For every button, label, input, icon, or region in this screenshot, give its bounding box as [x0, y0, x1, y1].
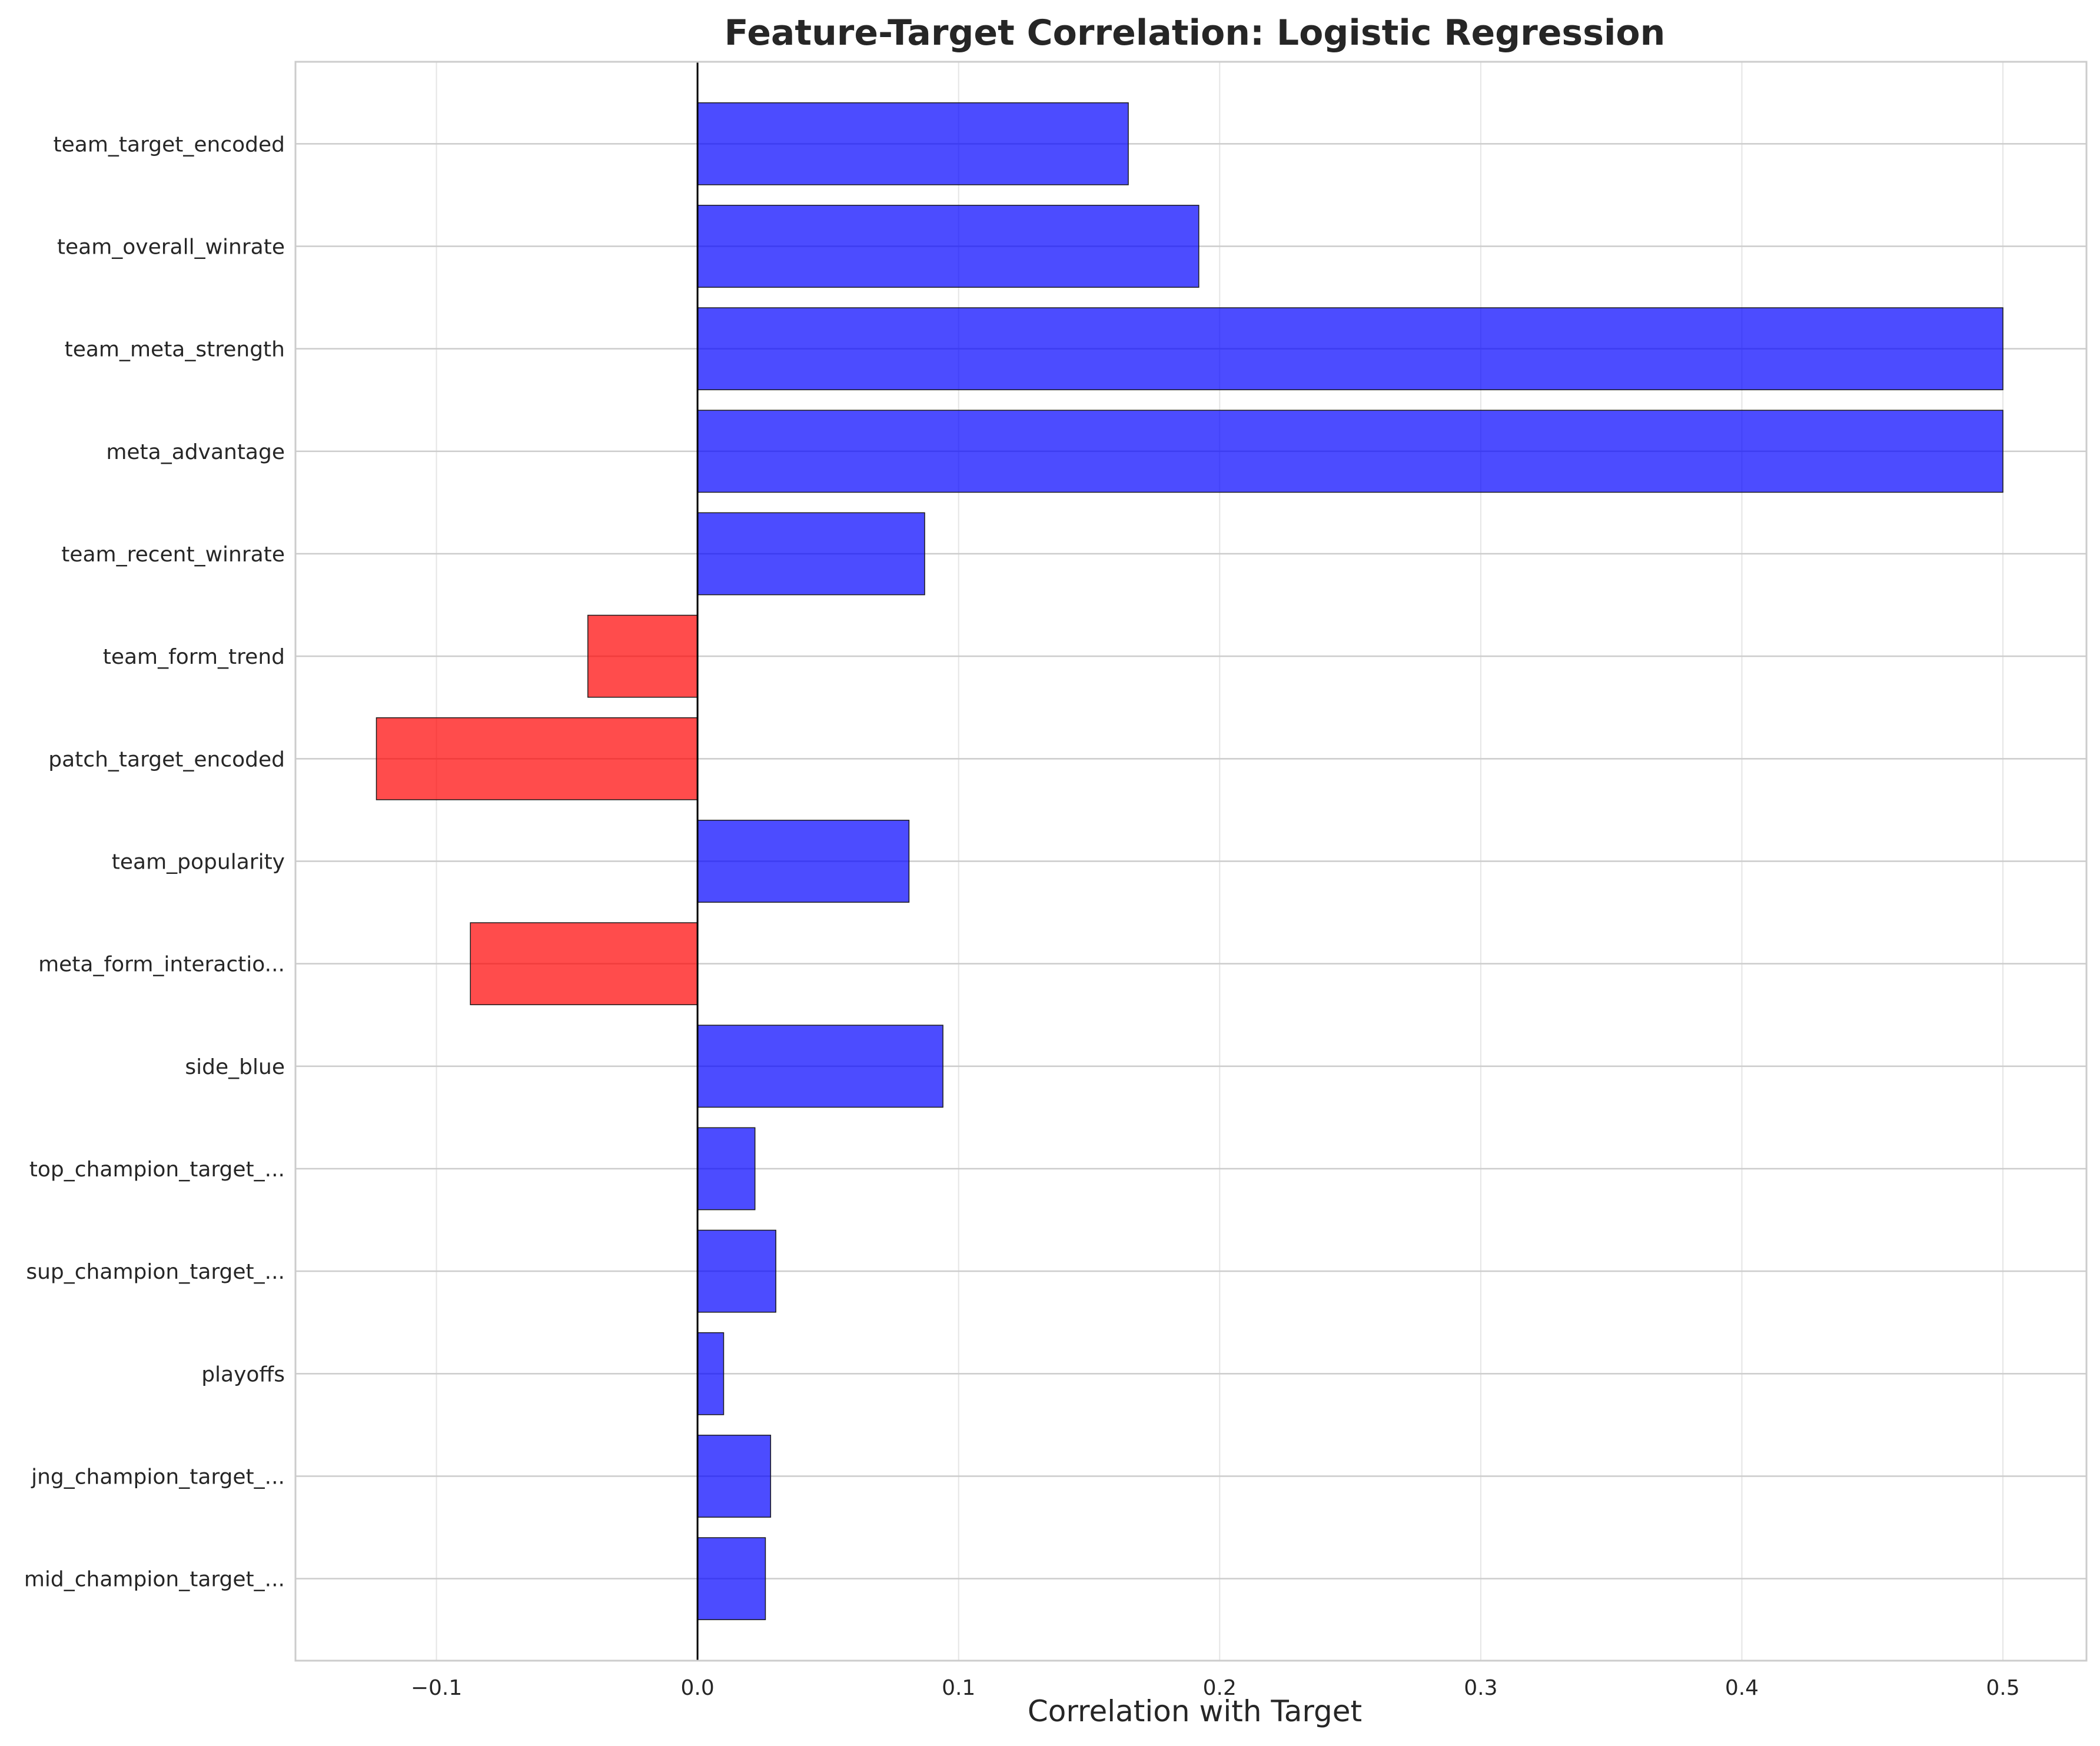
y-tick-label: meta_form_interactio...: [38, 953, 285, 977]
bar-0: [697, 102, 1129, 185]
bar-5: [587, 614, 698, 698]
y-tick-label: team_overall_winrate: [57, 235, 285, 260]
y-tick-label: team_recent_winrate: [61, 543, 285, 567]
bar-1: [697, 205, 1199, 288]
y-tick-label: jng_champion_target_...: [31, 1465, 285, 1489]
bar-10: [697, 1127, 756, 1210]
y-tick-label: playoffs: [201, 1362, 285, 1386]
chart-title: Feature-Target Correlation: Logistic Reg…: [725, 12, 1666, 54]
y-tick-label: side_blue: [185, 1055, 285, 1079]
bar-8: [470, 922, 698, 1006]
x-axis-label: Correlation with Target: [1028, 1694, 1362, 1728]
y-tick-labels: team_target_encoded team_overall_winratet…: [24, 132, 285, 1591]
y-tick-label: sup_champion_target_...: [26, 1260, 285, 1284]
x-tick-label: 0.5: [1986, 1676, 2019, 1700]
x-tick-labels: −0.1 0.0 0.1 0.2 0.3 0.4 0.5: [411, 1676, 2020, 1700]
bar-9: [697, 1025, 943, 1108]
y-tick-label: team_form_trend: [103, 645, 285, 669]
y-tick-label: team_meta_strength: [65, 338, 285, 362]
bars: [376, 102, 2003, 1621]
bar-2: [697, 307, 2003, 391]
x-tick-label: 0.4: [1725, 1676, 1759, 1700]
x-tick-label: 0.0: [680, 1676, 714, 1700]
x-tick-label: −0.1: [411, 1676, 462, 1700]
bar-7: [697, 820, 910, 903]
bar-4: [697, 512, 925, 596]
y-tick-label: team_target_encoded: [54, 132, 285, 157]
bar-11: [697, 1229, 776, 1313]
y-gridlines: [295, 143, 2086, 1579]
bar-12: [697, 1332, 725, 1415]
plot-frame: [294, 61, 2088, 1662]
x-tick-label: 0.2: [1203, 1676, 1237, 1700]
bar-13: [697, 1435, 772, 1518]
y-tick-label: patch_target_encoded: [48, 747, 285, 771]
x-tick-label: 0.3: [1464, 1676, 1497, 1700]
y-tick-label: team_popularity: [112, 850, 285, 874]
bar-14: [697, 1537, 766, 1621]
x-tick-label: 0.1: [942, 1676, 975, 1700]
y-tick-label: top_champion_target_...: [29, 1158, 285, 1182]
bar-6: [376, 717, 698, 800]
y-tick-label: meta_advantage: [106, 440, 285, 464]
bar-3: [697, 410, 2003, 493]
y-tick-label: mid_champion_target_...: [24, 1568, 285, 1592]
